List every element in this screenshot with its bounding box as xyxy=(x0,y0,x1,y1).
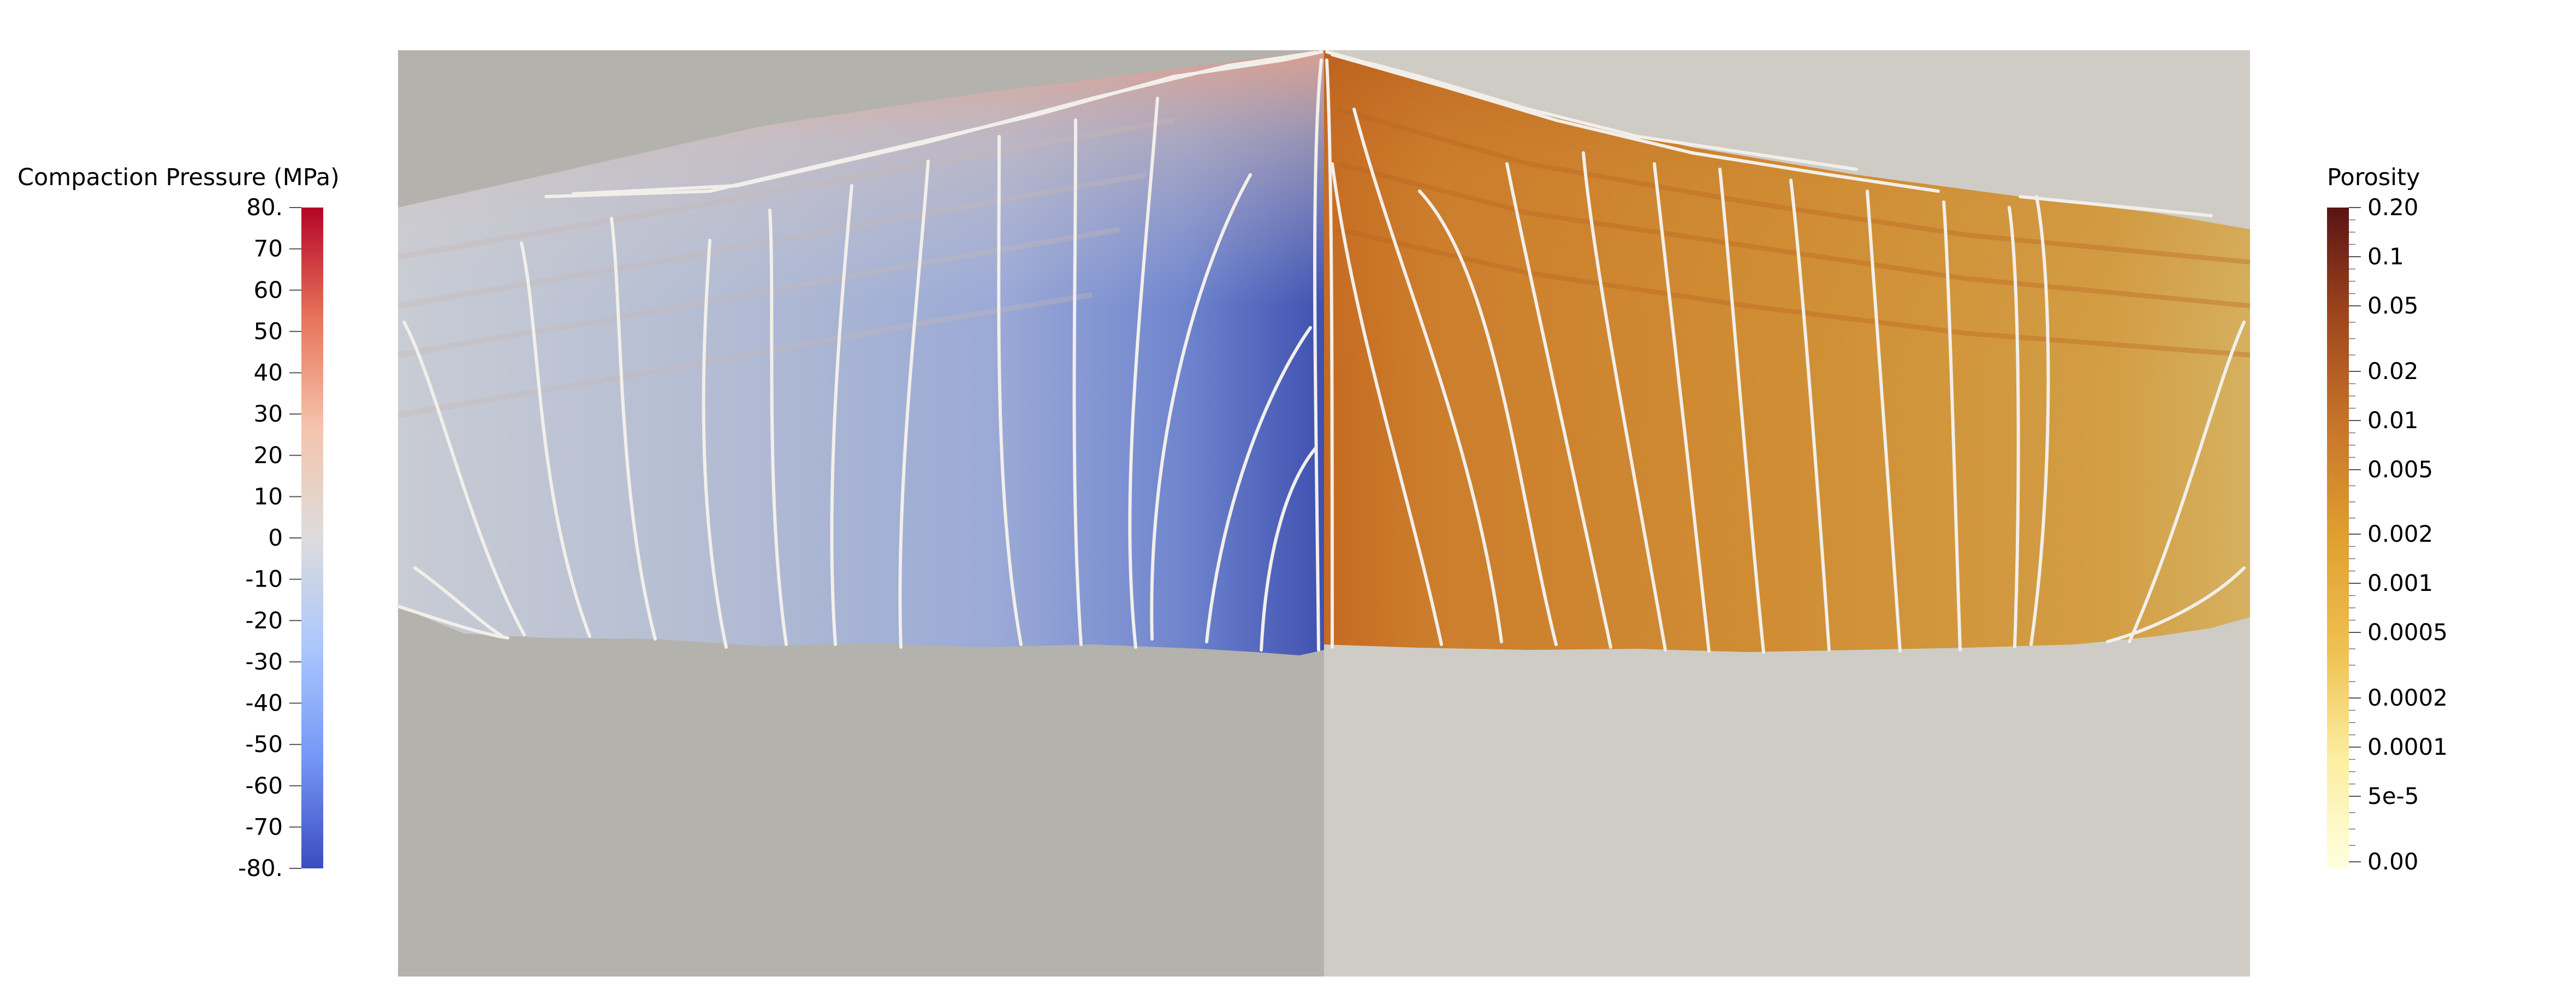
pressure-tick-label: -10 xyxy=(245,566,283,593)
pressure-colorbar-ticks: 80. 70 60 50 40 30 20 10 0 -10 -20 -30 -40 -50 -60 -70 -… xyxy=(238,194,301,881)
pressure-colorbar-title: Compaction Pressure (MPa) xyxy=(17,164,340,191)
pressure-tick-label: 30 xyxy=(254,400,283,427)
porosity-tick-label: 0.005 xyxy=(2367,456,2433,483)
pressure-tick-label: -70 xyxy=(245,813,283,840)
pressure-field xyxy=(397,50,1324,655)
pressure-tick-label: 70 xyxy=(254,235,283,262)
porosity-tick-label: 0.02 xyxy=(2367,358,2419,384)
porosity-tick-label: 0.05 xyxy=(2367,292,2419,319)
porosity-tick-label: 0.002 xyxy=(2367,520,2433,547)
pressure-tick-label: -20 xyxy=(245,607,283,634)
porosity-tick-label: 0.1 xyxy=(2367,243,2404,270)
porosity-tick-label: 0.00 xyxy=(2367,848,2419,875)
pressure-tick-label: 80. xyxy=(246,194,283,221)
porosity-tick-label: 0.001 xyxy=(2367,570,2433,596)
pressure-tick-label: 60 xyxy=(254,276,283,303)
pressure-tick-label: -40 xyxy=(245,690,283,717)
pressure-tick-label: 0 xyxy=(268,524,283,551)
porosity-tick-label: 5e-5 xyxy=(2367,783,2419,809)
porosity-tick-label: 0.0001 xyxy=(2367,733,2448,760)
porosity-tick-label: 0.0002 xyxy=(2367,684,2448,711)
porosity-colorbar-ticks: 0.20 0.1 0.05 0.02 0.01 0.005 0.002 0.001 0.0005… xyxy=(2349,194,2448,875)
pressure-tick-label: -80. xyxy=(238,855,283,881)
porosity-tick-label: 0.20 xyxy=(2367,194,2419,221)
pressure-tick-label: -50 xyxy=(245,731,283,758)
pressure-tick-label: 10 xyxy=(254,483,283,510)
pressure-tick-label: -60 xyxy=(245,772,283,799)
streamlines xyxy=(396,50,2246,654)
porosity-colorbar xyxy=(2327,208,2349,868)
pressure-colorbar xyxy=(301,208,323,868)
porosity-tick-label: 0.0005 xyxy=(2367,619,2448,646)
pressure-tick-label: -30 xyxy=(245,648,283,675)
pressure-tick-label: 20 xyxy=(254,442,283,469)
porosity-colorbar-title: Porosity xyxy=(2327,164,2420,191)
pressure-tick-label: 50 xyxy=(254,318,283,345)
pressure-tick-label: 40 xyxy=(254,359,283,386)
porosity-tick-label: 0.01 xyxy=(2367,407,2419,434)
